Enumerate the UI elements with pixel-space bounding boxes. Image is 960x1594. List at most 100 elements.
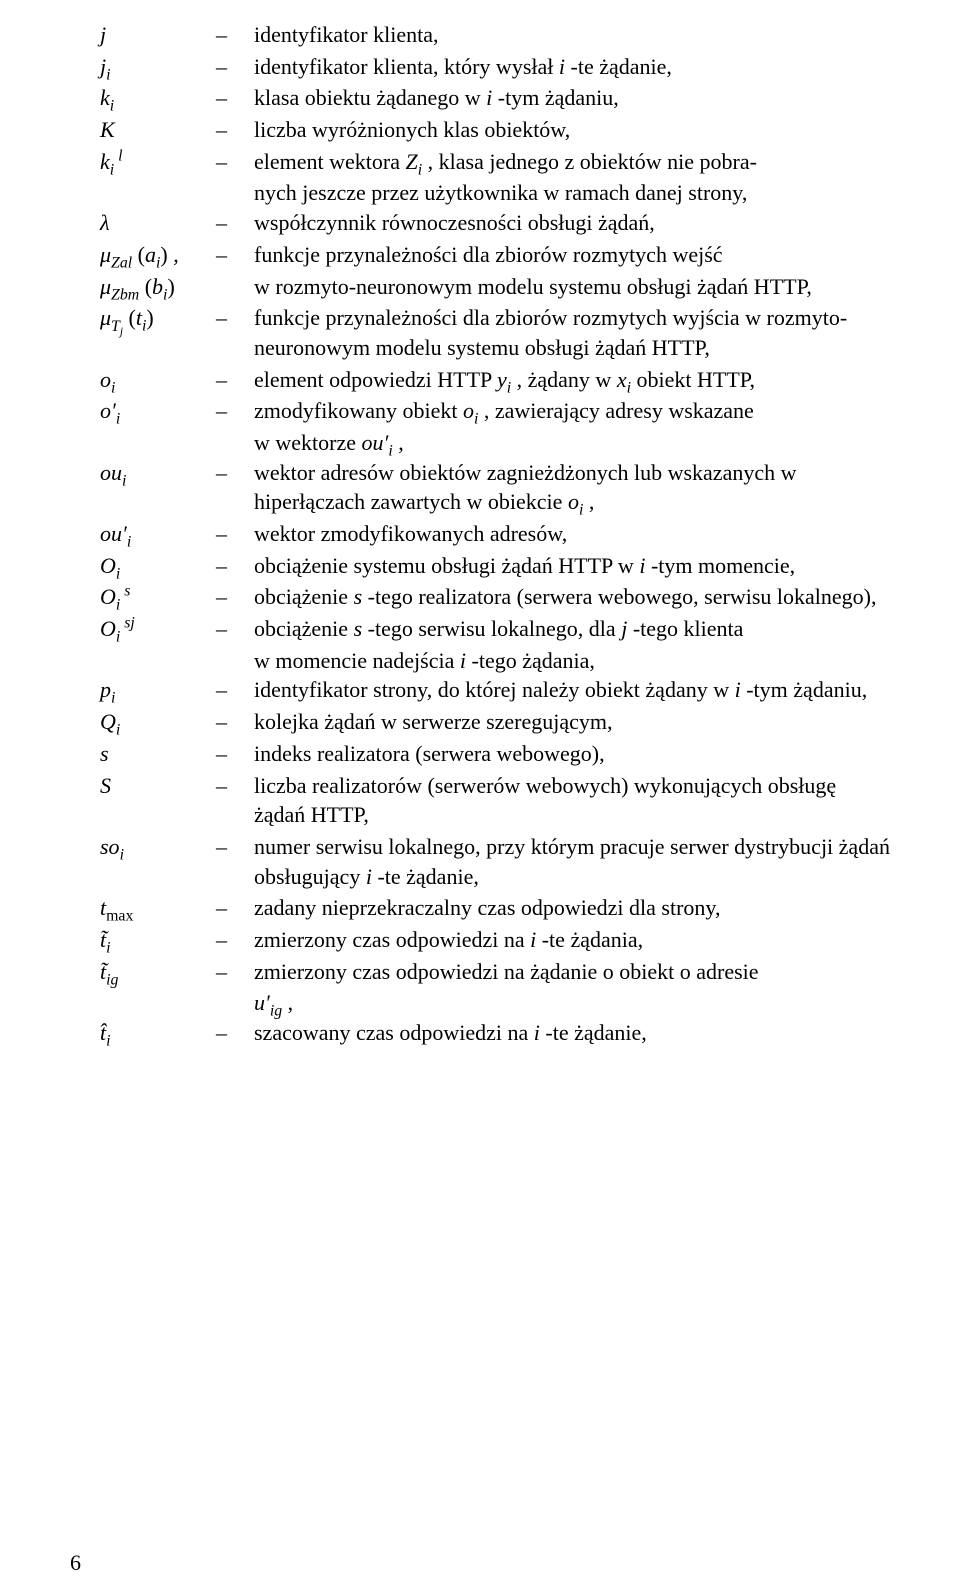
page-number: 6 <box>70 1548 81 1578</box>
symbol: t̃i <box>100 925 216 955</box>
dash-separator: – <box>216 1018 254 1048</box>
definition-text: wektor adresów obiektów zagnieżdżonych l… <box>254 458 892 517</box>
definition-row: μZbm (bi) w rozmyto-neuronowym modelu sys… <box>100 272 892 302</box>
symbol: oui <box>100 458 216 488</box>
definition-text: liczba wyróżnionych klas obiektów, <box>254 115 892 145</box>
dash-separator: – <box>216 551 254 581</box>
definition-row: μTj (ti)–funkcje przynależności dla zbio… <box>100 303 892 362</box>
dash-separator: – <box>216 458 254 488</box>
dash-separator: – <box>216 20 254 50</box>
definition-row: s–indeks realizatora (serwera webowego), <box>100 739 892 769</box>
dash-separator: – <box>216 240 254 270</box>
dash-separator: – <box>216 707 254 737</box>
definition-row: o′i–zmodyfikowany obiekt oi , zawierając… <box>100 396 892 426</box>
definition-text: wektor zmodyfikowanych adresów, <box>254 519 892 549</box>
definition-text: zadany nieprzekraczalny czas odpowiedzi … <box>254 893 892 923</box>
symbol: ji <box>100 52 216 82</box>
symbol: soi <box>100 832 216 862</box>
definition-text: zmierzony czas odpowiedzi na żądanie o o… <box>254 957 892 987</box>
definition-text: identyfikator klienta, <box>254 20 892 50</box>
definition-text: zmierzony czas odpowiedzi na i -te żądan… <box>254 925 892 955</box>
definition-text: obciążenie s -tego serwisu lokalnego, dl… <box>254 614 892 644</box>
symbol: μZbm (bi) <box>100 272 216 302</box>
symbol: μTj (ti) <box>100 303 216 333</box>
symbol: j <box>100 20 216 50</box>
definition-row: ki–klasa obiektu żądanego w i -tym żądan… <box>100 83 892 113</box>
symbol: ou′i <box>100 519 216 549</box>
symbol: Qi <box>100 707 216 737</box>
definition-row: ji–identyfikator klienta, który wysłał i… <box>100 52 892 82</box>
dash-separator: – <box>216 303 254 333</box>
symbol: t̂i <box>100 1018 216 1048</box>
definition-row: oi–element odpowiedzi HTTP yi , żądany w… <box>100 365 892 395</box>
definition-text: obciążenie systemu obsługi żądań HTTP w … <box>254 551 892 581</box>
symbol: λ <box>100 208 216 238</box>
definition-text: zmodyfikowany obiekt oi , zawierający ad… <box>254 396 892 426</box>
dash-separator: – <box>216 675 254 705</box>
dash-separator: – <box>216 396 254 426</box>
definition-text: szacowany czas odpowiedzi na i -te żądan… <box>254 1018 892 1048</box>
symbol: o′i <box>100 396 216 426</box>
definition-row: j–identyfikator klienta, <box>100 20 892 50</box>
definition-row: λ–współczynnik równoczesności obsługi żą… <box>100 208 892 238</box>
symbol: s <box>100 739 216 769</box>
definition-row: Oi s–obciążenie s -tego realizatora (ser… <box>100 582 892 612</box>
definition-row: Oi sj–obciążenie s -tego serwisu lokalne… <box>100 614 892 644</box>
dash-separator: – <box>216 771 254 801</box>
definition-text: w rozmyto-neuronowym modelu systemu obsł… <box>254 272 892 302</box>
dash-separator: – <box>216 925 254 955</box>
dash-separator: – <box>216 83 254 113</box>
symbol: ki <box>100 83 216 113</box>
dash-separator: – <box>216 614 254 644</box>
definition-text: identyfikator strony, do której należy o… <box>254 675 892 705</box>
definition-row: tmax–zadany nieprzekraczalny czas odpowi… <box>100 893 892 923</box>
symbol: t̃ig <box>100 957 216 987</box>
definition-text: funkcje przynależności dla zbiorów rozmy… <box>254 303 892 362</box>
symbol: μZal (ai) , <box>100 240 216 270</box>
dash-separator: – <box>216 739 254 769</box>
definition-row: t̃i–zmierzony czas odpowiedzi na i -te ż… <box>100 925 892 955</box>
definition-row: t̂i–szacowany czas odpowiedzi na i -te ż… <box>100 1018 892 1048</box>
definition-row: pi–identyfikator strony, do której należ… <box>100 675 892 705</box>
definition-text: współczynnik równoczesności obsługi żąda… <box>254 208 892 238</box>
page: j–identyfikator klienta,ji–identyfikator… <box>0 0 960 1594</box>
definition-text: numer serwisu lokalnego, przy którym pra… <box>254 832 892 891</box>
definition-list: j–identyfikator klienta,ji–identyfikator… <box>100 20 892 1048</box>
dash-separator: – <box>216 582 254 612</box>
dash-separator: – <box>216 52 254 82</box>
definition-text: indeks realizatora (serwera webowego), <box>254 739 892 769</box>
definition-row: Oi–obciążenie systemu obsługi żądań HTTP… <box>100 551 892 581</box>
symbol: Oi <box>100 551 216 581</box>
dash-separator: – <box>216 519 254 549</box>
definition-row: Qi–kolejka żądań w serwerze szeregującym… <box>100 707 892 737</box>
definition-continuation: nych jeszcze przez użytkownika w ramach … <box>254 178 892 208</box>
dash-separator: – <box>216 147 254 177</box>
dash-separator: – <box>216 957 254 987</box>
symbol: Oi s <box>100 582 216 612</box>
definition-row: soi–numer serwisu lokalnego, przy którym… <box>100 832 892 891</box>
definition-text: liczba realizatorów (serwerów webowych) … <box>254 771 892 830</box>
symbol: Oi sj <box>100 614 216 644</box>
definition-continuation: w wektorze ou′i , <box>254 428 892 458</box>
dash-separator: – <box>216 365 254 395</box>
definition-text: identyfikator klienta, który wysłał i -t… <box>254 52 892 82</box>
symbol: tmax <box>100 893 216 923</box>
symbol: ki l <box>100 147 216 177</box>
definition-text: funkcje przynależności dla zbiorów rozmy… <box>254 240 892 270</box>
definition-text: element odpowiedzi HTTP yi , żądany w xi… <box>254 365 892 395</box>
definition-text: klasa obiektu żądanego w i -tym żądaniu, <box>254 83 892 113</box>
dash-separator: – <box>216 832 254 862</box>
definition-continuation: u′ig , <box>254 988 892 1018</box>
dash-separator: – <box>216 208 254 238</box>
definition-text: kolejka żądań w serwerze szeregującym, <box>254 707 892 737</box>
definition-text: element wektora Zi , klasa jednego z obi… <box>254 147 892 177</box>
symbol: S <box>100 771 216 801</box>
definition-continuation: w momencie nadejścia i -tego żądania, <box>254 646 892 676</box>
symbol: K <box>100 115 216 145</box>
definition-row: ou′i–wektor zmodyfikowanych adresów, <box>100 519 892 549</box>
definition-row: t̃ig–zmierzony czas odpowiedzi na żądani… <box>100 957 892 987</box>
symbol: oi <box>100 365 216 395</box>
definition-row: S–liczba realizatorów (serwerów webowych… <box>100 771 892 830</box>
dash-separator: – <box>216 893 254 923</box>
definition-text: obciążenie s -tego realizatora (serwera … <box>254 582 892 612</box>
